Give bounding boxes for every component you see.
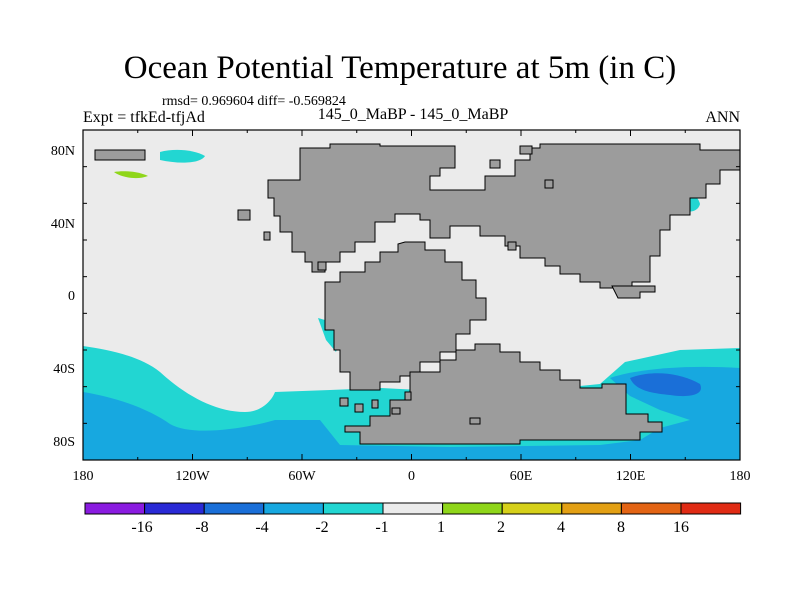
colorbar bbox=[84, 502, 742, 515]
colorbar-box bbox=[144, 502, 205, 515]
x-tick-label: 0 bbox=[408, 469, 415, 484]
island bbox=[94, 149, 146, 161]
island bbox=[489, 159, 501, 169]
colorbar-box bbox=[561, 502, 622, 515]
land-south bbox=[344, 343, 663, 445]
island bbox=[507, 241, 517, 251]
land-north bbox=[267, 143, 740, 289]
colorbar-label: -8 bbox=[195, 519, 208, 536]
island bbox=[544, 179, 554, 189]
land-central bbox=[324, 241, 487, 391]
colorbar-box bbox=[501, 502, 563, 515]
colder-band-south bbox=[83, 392, 740, 460]
x-tick-label: 120W bbox=[175, 469, 210, 484]
colorbar-box bbox=[203, 502, 265, 515]
cool-patch-north bbox=[160, 149, 205, 163]
warm-patch-north bbox=[114, 171, 148, 179]
colorbar-label: -16 bbox=[131, 519, 152, 536]
island bbox=[317, 261, 327, 271]
island bbox=[404, 391, 412, 401]
colorbar-box bbox=[620, 502, 682, 515]
colorbar-box bbox=[382, 502, 444, 515]
colorbar-label: 16 bbox=[673, 519, 689, 536]
stats-text: rmsd= 0.969604 diff= -0.569824 bbox=[162, 94, 346, 109]
plot-title: Ocean Potential Temperature at 5m (in C) bbox=[123, 50, 677, 86]
colorbar-box bbox=[442, 502, 503, 515]
season-label: ANN bbox=[705, 109, 740, 126]
colorbar-box bbox=[680, 502, 742, 515]
island bbox=[237, 209, 251, 221]
colorbar-box bbox=[84, 502, 146, 515]
colorbar-label: -4 bbox=[255, 519, 268, 536]
x-axis-labels: 180 120W 60W 0 60E 120E 180 bbox=[73, 469, 751, 484]
colorbar-label: -1 bbox=[375, 519, 388, 536]
island bbox=[354, 403, 364, 413]
y-tick-label: 40S bbox=[53, 362, 75, 377]
colorbar-label: 8 bbox=[617, 519, 625, 536]
x-tick-label: 60E bbox=[510, 469, 533, 484]
y-tick-label: 80N bbox=[51, 144, 75, 159]
y-tick-label: 40N bbox=[51, 217, 75, 232]
colorbar-box bbox=[263, 502, 324, 515]
x-tick-label: 120E bbox=[616, 469, 646, 484]
colorbar-label: 2 bbox=[497, 519, 505, 536]
period-label: 145_0_MaBP - 145_0_MaBP bbox=[317, 106, 509, 123]
map-field bbox=[83, 130, 740, 460]
colorbar-label: 1 bbox=[437, 519, 445, 536]
island bbox=[339, 397, 349, 407]
colorbar-labels: -16 -8 -4 -2 -1 1 2 4 8 16 bbox=[131, 519, 689, 536]
land-north-ne-lobe bbox=[611, 285, 656, 299]
island bbox=[263, 231, 271, 241]
colorbar-label: -2 bbox=[315, 519, 328, 536]
x-tick-label: 180 bbox=[730, 469, 751, 484]
y-tick-label: 80S bbox=[53, 435, 75, 450]
island bbox=[391, 407, 401, 415]
y-axis-labels: 80N 40N 0 40S 80S bbox=[51, 144, 75, 450]
y-tick-label: 0 bbox=[68, 289, 75, 304]
island bbox=[519, 145, 533, 155]
coldest-patch-se bbox=[630, 373, 701, 397]
experiment-label: Expt = tfkEd-tfjAd bbox=[83, 109, 205, 126]
colorbar-box bbox=[322, 502, 384, 515]
axis-ticks bbox=[82, 129, 741, 461]
x-tick-label: 180 bbox=[73, 469, 94, 484]
island bbox=[469, 417, 481, 425]
colorbar-label: 4 bbox=[557, 519, 565, 536]
island bbox=[371, 399, 379, 409]
x-tick-label: 60W bbox=[288, 469, 316, 484]
